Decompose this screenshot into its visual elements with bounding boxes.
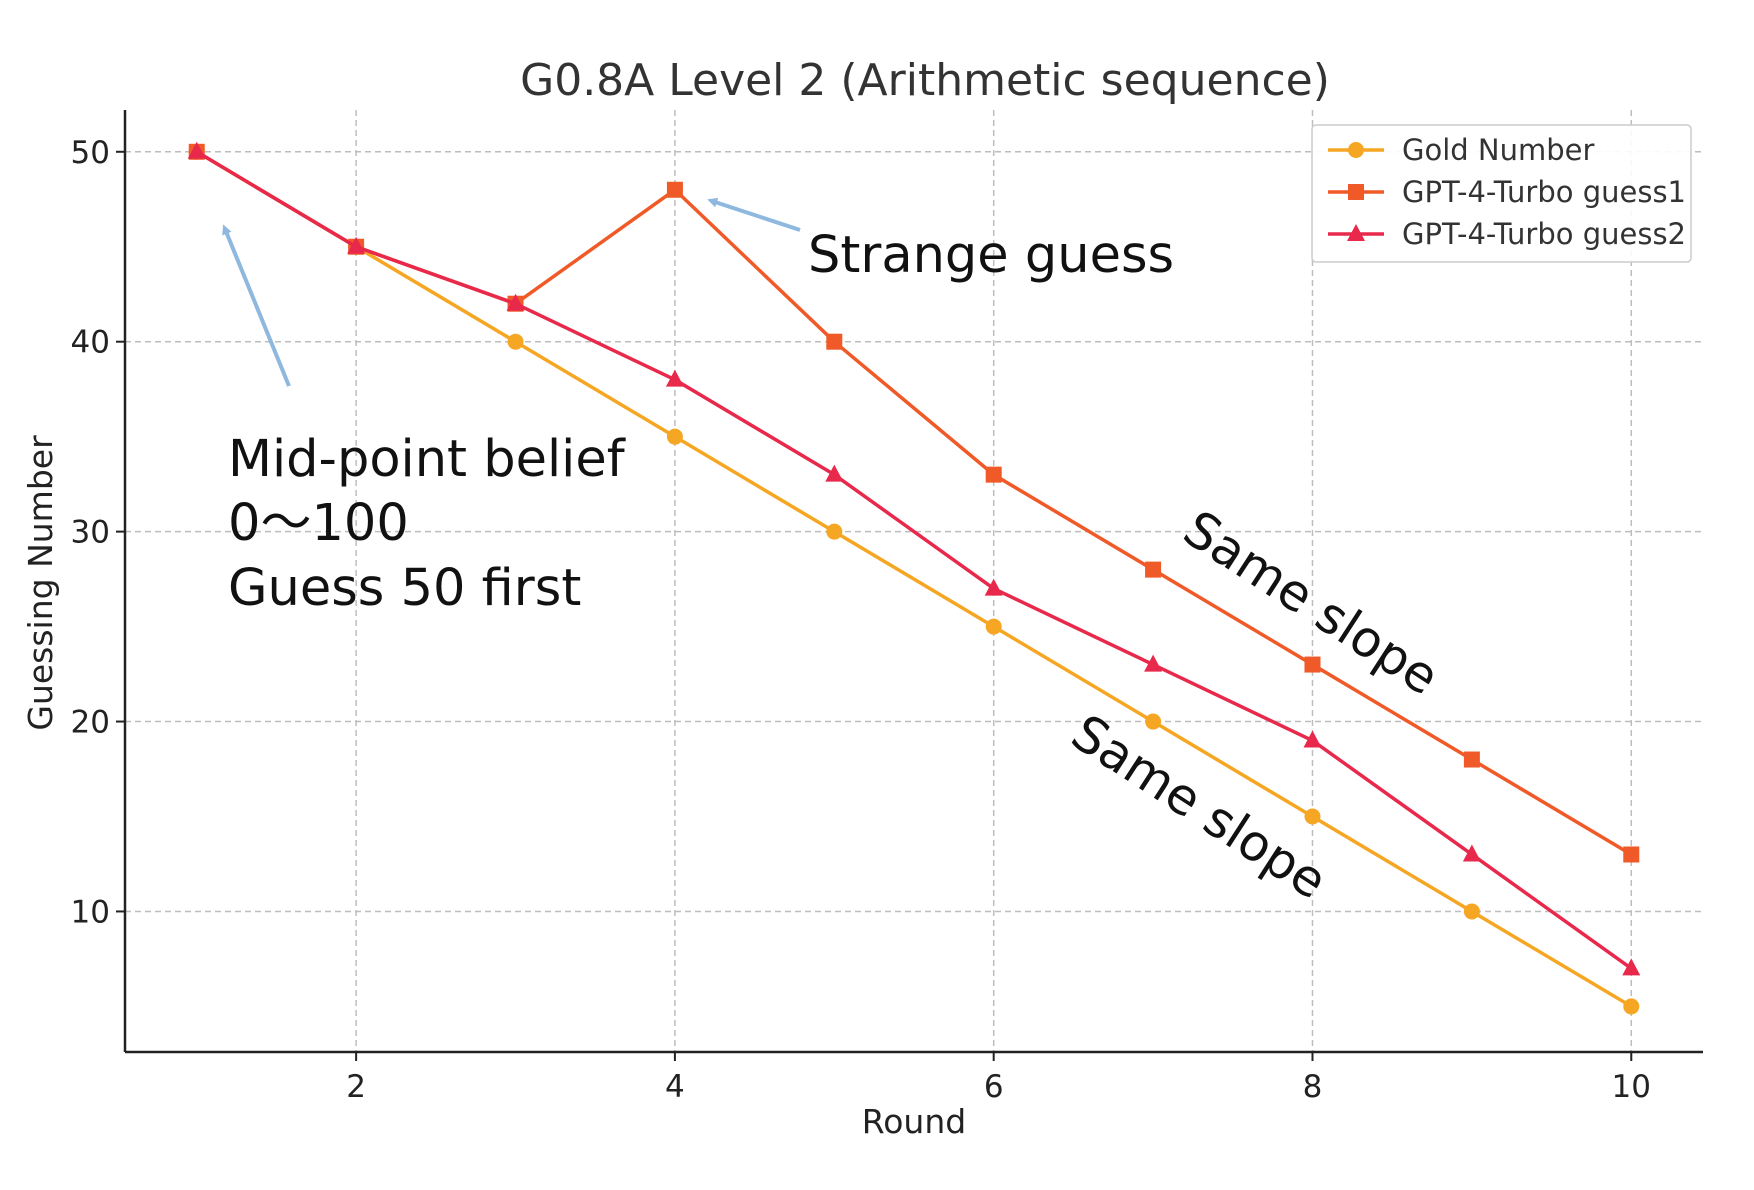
x-tick-label: 2 xyxy=(346,1069,366,1105)
y-tick-label: 10 xyxy=(71,894,110,930)
data-point xyxy=(826,333,843,350)
legend-label-gold-number: Gold Number xyxy=(1402,133,1594,167)
x-tick-label: 4 xyxy=(665,1069,685,1105)
chart-title: G0.8A Level 2 (Arithmetic sequence) xyxy=(520,55,1330,106)
midpoint-arrow xyxy=(222,224,291,387)
data-point xyxy=(985,618,1002,635)
data-point xyxy=(1303,730,1322,748)
data-point xyxy=(507,333,524,350)
data-point xyxy=(347,236,366,254)
data-point xyxy=(1623,998,1640,1015)
series-line xyxy=(195,150,1633,970)
strange-guess-text: Strange guess xyxy=(808,226,1174,285)
midpoint-text-line2: 0～100 xyxy=(228,494,409,553)
series-line xyxy=(195,150,1633,1008)
legend-box xyxy=(1311,124,1692,263)
y-tick-label: 30 xyxy=(71,515,110,551)
series-layer xyxy=(187,141,1641,1015)
data-point xyxy=(1623,846,1640,863)
y-tick-label: 20 xyxy=(71,705,110,741)
midpoint-text-line1: Mid-point belief xyxy=(228,430,626,489)
x-tick-label: 6 xyxy=(984,1069,1004,1105)
y-tick-label: 50 xyxy=(71,135,110,171)
data-point xyxy=(666,428,683,445)
data-point xyxy=(1463,903,1480,920)
axis-ticks: 2 4 6 8 10 10 20 30 40 50 xyxy=(71,135,1651,1105)
data-point xyxy=(826,523,843,540)
annotation-strange-guess: Strange guess xyxy=(707,197,1174,285)
x-axis-label: Round xyxy=(862,1102,966,1141)
legend-label-guess1: GPT-4-Turbo guess1 xyxy=(1402,175,1686,209)
midpoint-text-line3: Guess 50 first xyxy=(228,559,581,618)
legend-swatches xyxy=(1328,142,1384,241)
legend-swatch-marker xyxy=(1348,184,1364,200)
legend-label-guess2: GPT-4-Turbo guess2 xyxy=(1402,217,1686,251)
data-point xyxy=(825,464,844,482)
x-tick-label: 10 xyxy=(1612,1069,1651,1105)
x-tick-label: 8 xyxy=(1303,1069,1323,1105)
data-point xyxy=(666,181,683,198)
data-point xyxy=(985,466,1002,483)
data-point xyxy=(187,141,206,159)
data-point xyxy=(1304,808,1321,825)
legend-swatch-marker xyxy=(1348,142,1364,158)
annotation-midpoint: Mid-point belief 0～100 Guess 50 first xyxy=(222,224,626,618)
y-tick-label: 40 xyxy=(71,325,110,361)
data-point xyxy=(1145,561,1162,578)
y-axis-label: Guessing Number xyxy=(21,435,60,731)
data-point xyxy=(1622,958,1641,976)
data-point xyxy=(1462,844,1481,862)
data-point xyxy=(1304,656,1321,673)
data-point xyxy=(1463,751,1480,768)
data-point xyxy=(1144,654,1163,672)
legend: Gold Number GPT-4-Turbo guess1 GPT-4-Tur… xyxy=(1311,124,1692,263)
data-point xyxy=(506,293,525,311)
same-slope-upper-text: Same slope xyxy=(1173,499,1448,706)
data-point xyxy=(1145,713,1162,730)
data-point xyxy=(665,369,684,387)
strange-guess-arrow xyxy=(707,197,801,232)
series-2 xyxy=(187,141,1641,976)
legend-swatch-marker xyxy=(1347,224,1365,241)
data-point xyxy=(984,578,1003,596)
